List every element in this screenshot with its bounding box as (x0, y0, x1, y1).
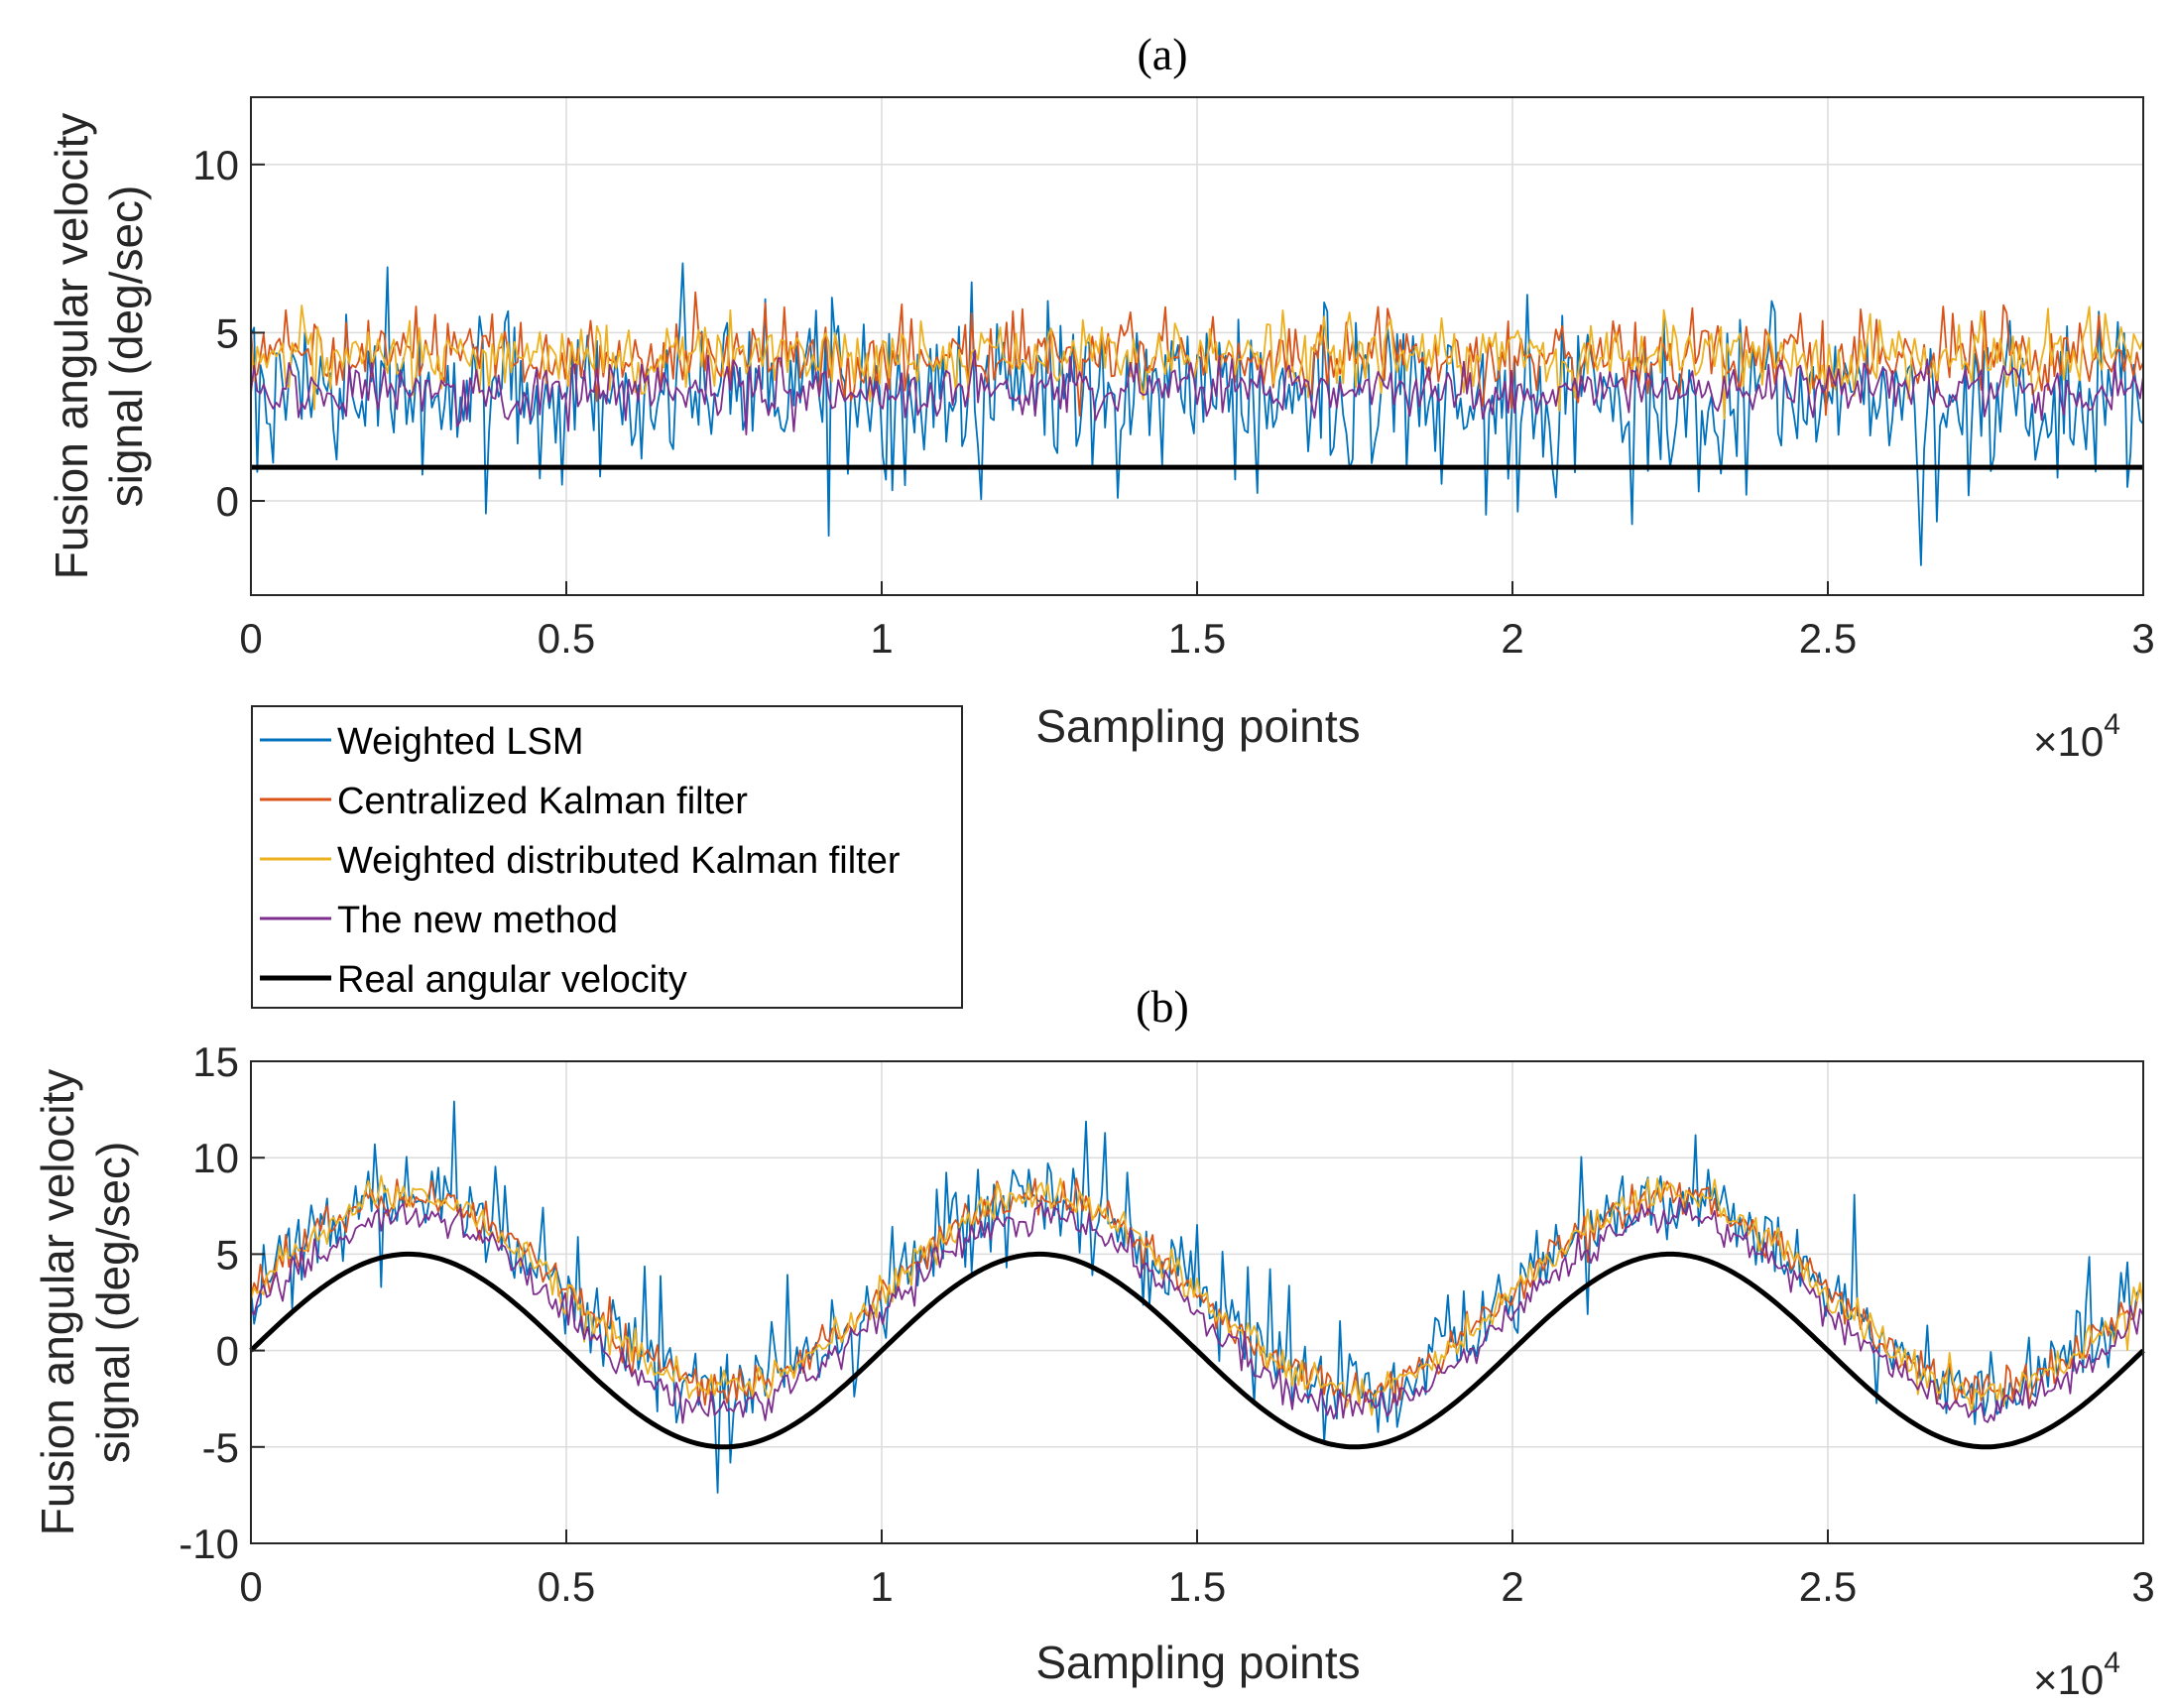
series-line-real-angular-velocity (249, 1251, 2145, 1450)
panel-b-x-axis-label: Sampling points (1035, 1637, 1360, 1688)
panel-a-y-axis-label-line2: signal (deg/sec) (100, 185, 152, 508)
panel-a-x-exponent-base: ×10 (2033, 718, 2104, 765)
panel-b-x-exponent-power: 4 (2104, 1647, 2120, 1679)
panel-b: (b) 0 0.5 1 1.5 2 2.5 3 -10 -5 0 5 10 15 Sampling po… (32, 981, 2155, 1703)
series-line-the-new-method (250, 1196, 2144, 1424)
panel-b-x-exponent-base: ×10 (2033, 1656, 2104, 1703)
panel-b-series-group (249, 1100, 2145, 1494)
legend-entry: Centralized Kalman filter (260, 781, 748, 822)
y-tick-label: 5 (216, 309, 239, 356)
legend-entry: Real angular velocity (260, 959, 687, 1001)
x-tick-label: 1.5 (1168, 1563, 1226, 1610)
legend-entry: The new method (260, 900, 618, 941)
legend-label: Real angular velocity (337, 959, 687, 1001)
y-tick-label: 5 (216, 1231, 239, 1278)
series-line-the-new-method (250, 349, 2144, 435)
y-tick-label: 0 (216, 478, 239, 525)
panel-a-x-axis-label: Sampling points (1035, 700, 1360, 752)
y-tick-label: 0 (216, 1328, 239, 1375)
panel-a-label: (a) (1137, 29, 1187, 79)
panel-a-series-group (250, 262, 2144, 566)
panel-b-x-exponent: ×104 (2033, 1647, 2120, 1703)
legend-label: Weighted LSM (337, 721, 584, 763)
panel-a-ticks: 0 0.5 1 1.5 2 2.5 3 0 5 10 (192, 142, 2154, 662)
panel-a-y-axis-label-line1: Fusion angular velocity (46, 113, 97, 579)
y-tick-label: 10 (192, 1135, 239, 1181)
panel-b-y-axis-label-line2: signal (deg/sec) (87, 1142, 139, 1464)
x-tick-label: 1.5 (1168, 615, 1226, 662)
y-tick-label: 15 (192, 1038, 239, 1085)
legend-box (251, 705, 963, 1009)
panel-a-x-exponent: ×104 (2033, 708, 2120, 765)
x-tick-label: 2.5 (1799, 615, 1857, 662)
panel-b-label: (b) (1136, 981, 1189, 1032)
series-line-weighted-distributed-kalman-filter (250, 305, 2144, 421)
panel-a: (a) 0 0.5 1 1.5 2 2.5 3 0 5 10 Sampling points ×1… (46, 29, 2155, 765)
x-tick-label: 3 (2131, 1563, 2154, 1610)
x-tick-label: 0 (239, 1563, 262, 1610)
x-tick-label: 1 (870, 1563, 893, 1610)
x-tick-label: 0.5 (538, 1563, 595, 1610)
x-tick-label: 3 (2131, 615, 2154, 662)
x-tick-label: 0 (239, 615, 262, 662)
x-tick-label: 2 (1501, 615, 1523, 662)
panel-b-ticks: 0 0.5 1 1.5 2 2.5 3 -10 -5 0 5 10 15 (179, 1038, 2154, 1610)
y-tick-label: 10 (192, 142, 239, 188)
y-tick-label: -10 (179, 1521, 239, 1567)
x-tick-label: 2 (1501, 1563, 1523, 1610)
panel-a-x-exponent-power: 4 (2104, 708, 2120, 741)
x-tick-label: 0.5 (538, 615, 595, 662)
legend-label: Weighted distributed Kalman filter (337, 840, 901, 882)
legend: Weighted LSM Centralized Kalman filter W… (251, 705, 963, 1009)
y-tick-label: -5 (202, 1424, 239, 1471)
legend-entry: Weighted distributed Kalman filter (260, 840, 901, 882)
x-tick-label: 2.5 (1799, 1563, 1857, 1610)
x-tick-label: 1 (870, 615, 893, 662)
legend-label: Centralized Kalman filter (337, 781, 748, 822)
panel-b-y-axis-label-line1: Fusion angular velocity (32, 1069, 83, 1535)
series-line-centralized-kalman-filter (250, 1177, 2144, 1407)
legend-label: The new method (337, 900, 618, 941)
legend-entry: Weighted LSM (260, 721, 584, 763)
